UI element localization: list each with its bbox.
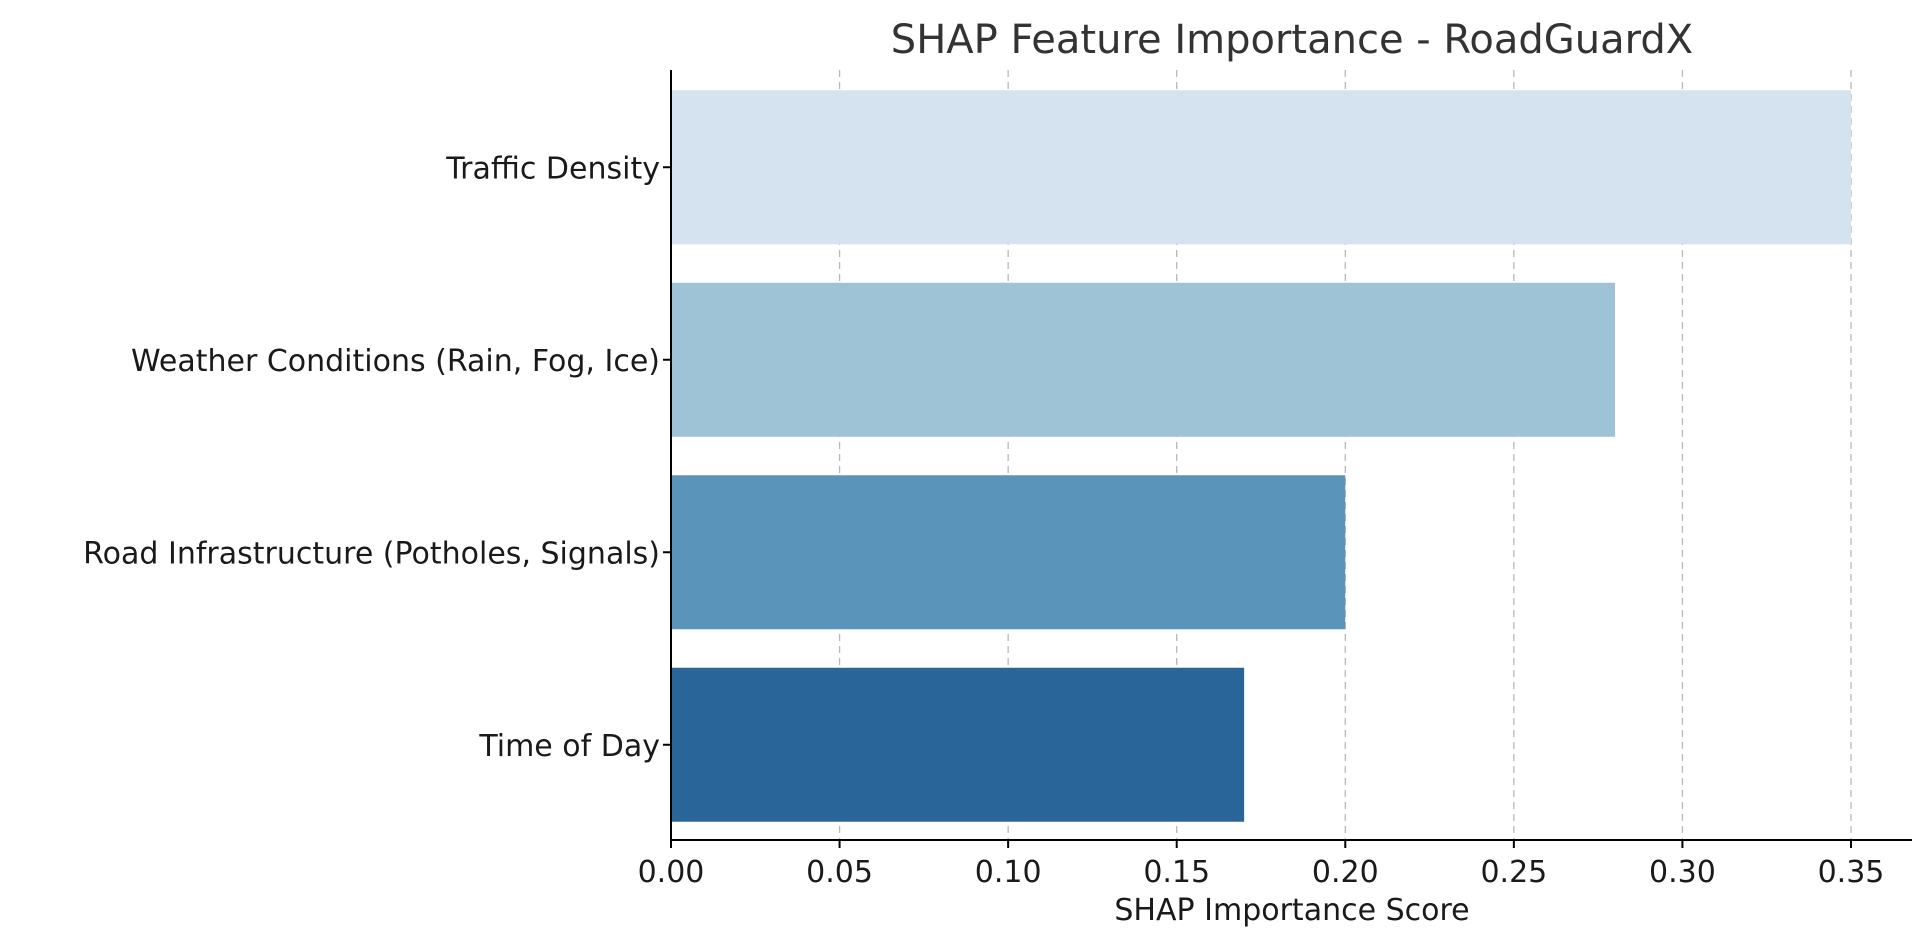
axes [663, 70, 1912, 848]
bar [672, 475, 1346, 630]
category-label: Traffic Density [445, 151, 660, 186]
x-tick-label: 0.05 [806, 855, 873, 890]
bars [672, 90, 1851, 822]
x-axis-label: SHAP Importance Score [1114, 893, 1469, 928]
x-tick-label: 0.25 [1480, 855, 1547, 890]
bar [672, 667, 1245, 822]
bar [672, 90, 1851, 245]
chart-title: SHAP Feature Importance - RoadGuardX [891, 17, 1693, 63]
x-tick-label: 0.20 [1312, 855, 1379, 890]
category-label: Road Infrastructure (Potholes, Signals) [83, 536, 660, 571]
category-labels: Traffic Density Weather Conditions (Rain,… [83, 151, 660, 764]
bar [672, 282, 1615, 437]
x-tick-labels: 0.00 0.05 0.10 0.15 0.20 0.25 0.30 0.35 [638, 855, 1885, 890]
x-tick-label: 0.15 [1143, 855, 1210, 890]
x-tick-label: 0.35 [1818, 855, 1885, 890]
category-label: Time of Day [478, 729, 660, 764]
category-label: Weather Conditions (Rain, Fog, Ice) [131, 344, 660, 379]
x-tick-label: 0.10 [975, 855, 1042, 890]
x-tick-label: 0.00 [638, 855, 705, 890]
x-tick-label: 0.30 [1649, 855, 1716, 890]
